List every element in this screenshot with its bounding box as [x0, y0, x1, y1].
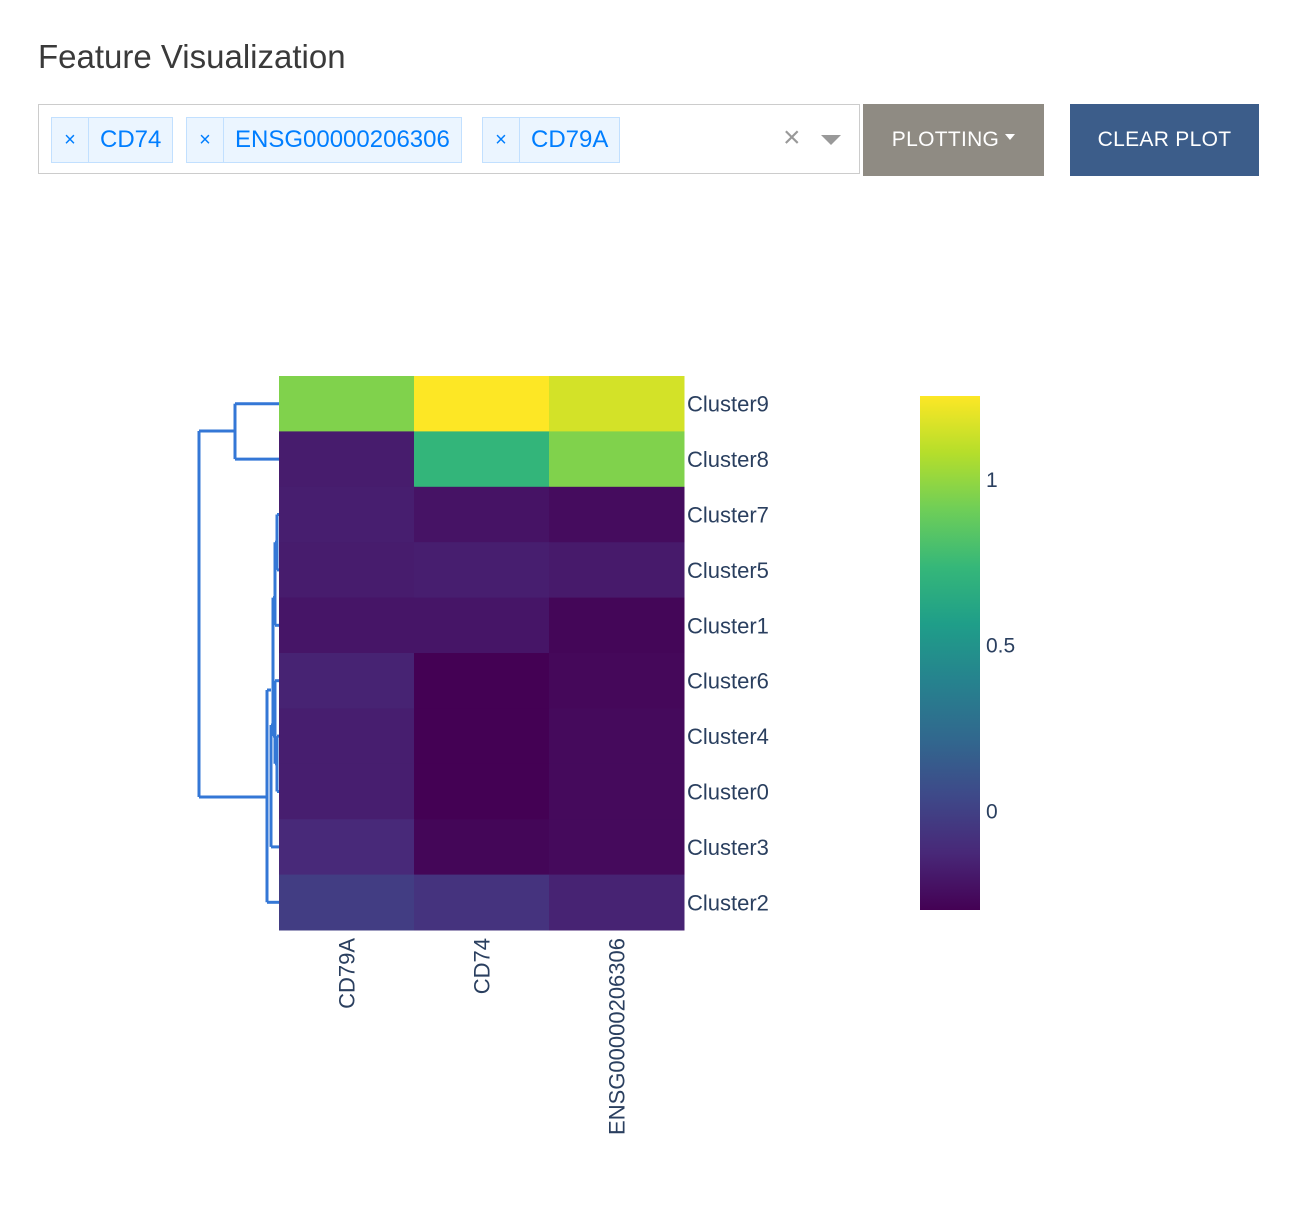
column-label: CD79A: [335, 938, 360, 1009]
heatmap-cell: [279, 708, 415, 765]
plotting-dropdown-button[interactable]: PLOTTING: [863, 104, 1044, 176]
heatmap-cell: [549, 486, 685, 543]
heatmap-cell: [279, 376, 415, 432]
heatmap-cell: [414, 486, 550, 543]
heatmap-cell: [279, 431, 415, 488]
chip-remove-icon[interactable]: ×: [483, 118, 520, 162]
row-label: Cluster6: [687, 669, 769, 694]
chip-label: CD74: [100, 126, 162, 153]
clear-plot-button-label: CLEAR PLOT: [1097, 128, 1232, 151]
heatmap-cell: [549, 708, 685, 765]
heatmap-cell: [549, 597, 685, 654]
colorbar-tick-label: 0.5: [986, 635, 1015, 658]
colorbar-tick-label: 1: [986, 469, 998, 492]
heatmap-cell: [549, 763, 685, 820]
row-label: Cluster7: [687, 503, 769, 528]
heatmap-cell: [414, 376, 550, 432]
row-label: Cluster4: [687, 724, 769, 749]
dropdown-arrow-icon[interactable]: [821, 135, 841, 145]
chip-remove-icon[interactable]: ×: [52, 118, 89, 162]
heatmap-cell: [414, 708, 550, 765]
row-label: Cluster5: [687, 558, 769, 583]
feature-select[interactable]: × CD74 × ENSG00000206306 × CD79A ×: [38, 104, 860, 174]
row-label: Cluster1: [687, 613, 769, 638]
heatmap-cell: [279, 653, 415, 709]
clear-selection-icon[interactable]: ×: [783, 121, 801, 154]
heatmap-cell: [549, 376, 685, 432]
heatmap-cell: [279, 819, 415, 876]
heatmap-cell: [549, 542, 685, 599]
clear-plot-button[interactable]: CLEAR PLOT: [1070, 104, 1259, 176]
heatmap-cell: [549, 819, 685, 876]
heatmap-cell: [279, 874, 415, 931]
plotting-button-label: PLOTTING: [891, 128, 1000, 151]
column-label: CD74: [470, 938, 495, 994]
heatmap-cell: [414, 653, 550, 709]
feature-chip: × CD74: [51, 117, 174, 163]
heatmap-cell: [414, 597, 550, 654]
row-label: Cluster3: [687, 835, 769, 860]
chip-remove-icon[interactable]: ×: [187, 118, 224, 162]
caret-down-icon: [1005, 134, 1016, 140]
heatmap-cell: [279, 542, 415, 599]
heatmap-cell: [414, 431, 550, 488]
heatmap-cell: [549, 874, 685, 931]
feature-chip: × ENSG00000206306: [186, 117, 462, 163]
heatmap-cell: [279, 486, 415, 543]
row-label: Cluster8: [687, 447, 769, 472]
heatmap-cell: [414, 542, 550, 599]
heatmap-cell: [549, 653, 685, 709]
chip-label: CD79A: [531, 126, 609, 153]
page-title: Feature Visualization: [38, 38, 346, 75]
column-label: ENSG00000206306: [605, 938, 630, 1135]
colorbar: [920, 396, 980, 910]
heatmap-cell: [414, 763, 550, 820]
row-label: Cluster0: [687, 780, 769, 805]
heatmap-cell: [279, 597, 415, 654]
colorbar-tick-label: 0: [986, 801, 998, 824]
heatmap-cell: [414, 819, 550, 876]
heatmap-cell: [414, 874, 550, 931]
feature-chip: × CD79A: [482, 117, 621, 163]
row-label: Cluster2: [687, 890, 769, 915]
chip-label: ENSG00000206306: [235, 126, 450, 153]
heatmap-cell: [549, 431, 685, 488]
row-label: Cluster9: [687, 392, 769, 417]
heatmap-cell: [279, 763, 415, 820]
